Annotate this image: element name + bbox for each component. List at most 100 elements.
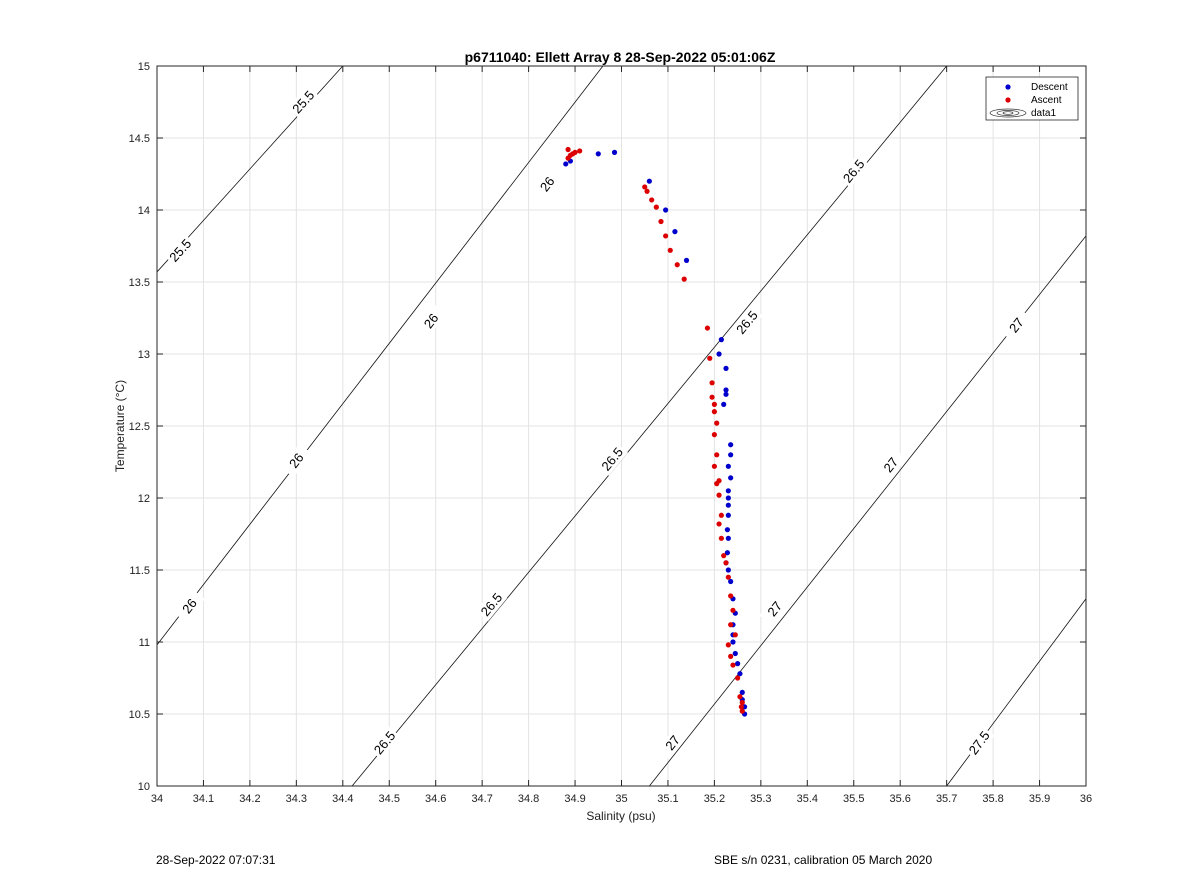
x-tick-label: 35.1: [657, 793, 678, 805]
density-contours: 25.5 25.5 26 26 26 26 26.5 26.5 26.5 26.5 26.5 27 27…: [156, 65, 1087, 787]
descent-point: [563, 161, 569, 167]
isopycnal-label-group: 26.5: [838, 154, 870, 188]
ascent-point: [653, 204, 659, 210]
ascent-point: [572, 149, 578, 155]
descent-point: [646, 178, 652, 184]
isopycnal-label-group: 26: [531, 167, 563, 201]
footer-timestamp: 28-Sep-2022 07:07:31: [156, 853, 276, 867]
isopycnal-label-bg: [596, 442, 628, 476]
x-tick-label: 35: [615, 793, 627, 805]
x-axis-ticks: 34 34.1 34.2 34.3 34.4 34.5 34.6 34.7 34.8 34.9 35…: [151, 66, 1092, 805]
descent-point: [724, 550, 731, 556]
ascent-point: [663, 233, 669, 239]
ascent-point: [737, 694, 743, 700]
ascent-point: [714, 452, 720, 458]
y-tick-label: 15: [138, 61, 150, 73]
legend-contour-icon: [989, 108, 1027, 118]
descent-point: [728, 442, 734, 448]
ascent-point: [728, 622, 734, 628]
ascent-point: [730, 607, 736, 613]
isopycnal-label-group: 25.5: [164, 233, 197, 267]
isopycnal-label-bg: [280, 443, 312, 478]
isopycnal-label-bg: [731, 305, 763, 339]
isopycnal-label-group: 25.5: [287, 85, 320, 119]
x-tick-label: 34.8: [518, 793, 539, 805]
isopycnal-label-bg: [164, 233, 197, 267]
x-tick-label: 34.3: [286, 793, 307, 805]
x-tick-label: 35.9: [1029, 793, 1050, 805]
y-tick-label: 13: [138, 349, 150, 361]
ascent-point: [728, 653, 734, 660]
data-points: [563, 146, 748, 717]
descent-point: [735, 661, 741, 667]
ascent-point: [728, 593, 734, 599]
isopycnal-label-group: 26: [280, 443, 312, 478]
legend-descent-marker: [1005, 84, 1011, 90]
ascent-point: [739, 708, 745, 714]
descent-point: [725, 463, 731, 469]
descent-point: [663, 207, 669, 213]
legend: Descent Ascent data1: [985, 76, 1079, 121]
ascent-point: [716, 521, 722, 527]
legend-ascent-label: Ascent: [1031, 95, 1062, 106]
isopycnal-label-bg: [368, 726, 401, 760]
x-tick-label: 34.2: [239, 793, 260, 805]
isopycnal-label-group: 26: [415, 304, 447, 338]
isopycnal-label-bg: [475, 587, 508, 622]
ascent-point: [711, 463, 718, 469]
ascent-point: [716, 478, 722, 484]
descent-point: [611, 149, 618, 155]
isopycnal-label-group: 27: [657, 726, 689, 760]
x-tick-label: 34.5: [379, 793, 400, 805]
descent-point: [724, 527, 731, 533]
y-tick-label: 10: [138, 781, 150, 793]
descent-point: [730, 639, 736, 645]
ascent-point: [723, 560, 729, 566]
legend-descent-label: Descent: [1031, 82, 1068, 93]
ascent-point: [644, 188, 650, 194]
legend-ascent-marker: [1005, 97, 1011, 103]
isopycnal-label-bg: [875, 448, 907, 482]
isopycnal-label-bg: [174, 589, 206, 623]
footer-calibration: SBE s/n 0231, calibration 05 March 2020: [714, 853, 933, 867]
ascent-point: [681, 276, 687, 282]
y-tick-label: 12.5: [129, 421, 150, 433]
isopycnal-label-group: 26.5: [731, 305, 763, 339]
ascent-point: [730, 662, 736, 668]
x-tick-label: 34.4: [332, 793, 353, 805]
ascent-point: [714, 420, 720, 426]
ascent-point: [718, 512, 724, 518]
isopycnal-label-bg: [963, 725, 995, 760]
x-tick-label: 34.6: [425, 793, 446, 805]
descent-point: [725, 495, 731, 501]
descent-point: [725, 502, 731, 508]
ascent-point: [658, 218, 664, 225]
descent-point: [728, 475, 734, 481]
isopycnal-label-group: 27.5: [963, 725, 995, 760]
ascent-point: [721, 553, 727, 559]
y-axis-label: Temperature (°C): [113, 380, 127, 472]
ascent-point: [642, 184, 648, 190]
grid-lines: [156, 65, 1087, 787]
ascent-point: [716, 492, 722, 498]
ascent-point: [711, 432, 718, 438]
ascent-point: [739, 699, 745, 706]
descent-point: [723, 387, 729, 393]
isopycnal-label-bg: [415, 304, 447, 338]
y-tick-label: 13.5: [129, 277, 150, 289]
x-tick-label: 34.9: [564, 793, 585, 805]
ascent-point: [674, 262, 680, 268]
ascent-point: [725, 642, 731, 648]
descent-point: [728, 452, 734, 458]
chart-title: p6711040: Ellett Array 8 28-Sep-2022 05:…: [465, 49, 776, 65]
x-tick-label: 36: [1080, 793, 1092, 805]
ascent-point: [577, 148, 583, 154]
ascent-point: [565, 146, 571, 153]
x-tick-label: 35.7: [936, 793, 957, 805]
isopycnal-line: [946, 598, 1087, 787]
ascent-point: [707, 355, 713, 361]
x-tick-label: 34.1: [193, 793, 214, 805]
x-tick-label: 34: [151, 793, 163, 805]
isopycnal-label-group: 26: [174, 589, 206, 623]
